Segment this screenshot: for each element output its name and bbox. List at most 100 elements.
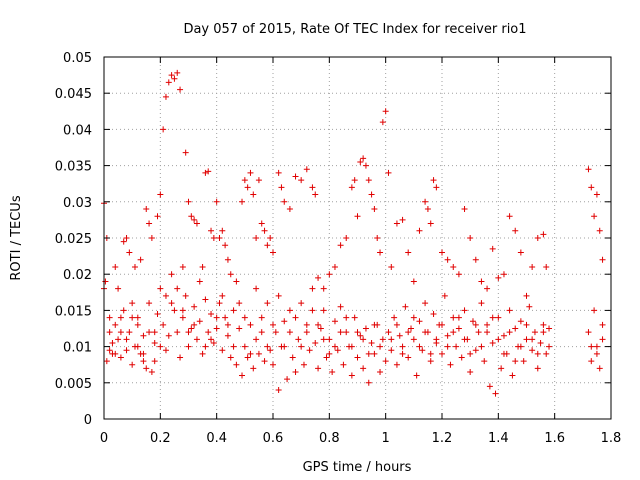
data-point xyxy=(151,329,158,336)
data-point xyxy=(199,350,206,357)
data-point xyxy=(377,249,384,256)
data-point xyxy=(495,336,502,343)
data-point xyxy=(236,325,243,332)
data-point xyxy=(253,235,260,241)
data-point xyxy=(377,368,384,375)
data-point xyxy=(422,329,429,336)
data-point xyxy=(334,347,341,354)
data-point xyxy=(320,285,327,292)
data-point xyxy=(385,329,392,336)
data-point xyxy=(272,329,279,336)
x-tick-label: 0.8 xyxy=(319,431,340,446)
data-point xyxy=(219,292,226,299)
data-point xyxy=(179,263,186,270)
data-point xyxy=(213,325,220,332)
data-point xyxy=(202,169,209,176)
data-point xyxy=(289,354,296,361)
data-point xyxy=(399,343,406,350)
data-point xyxy=(129,300,136,307)
data-point xyxy=(123,347,130,354)
data-point xyxy=(489,314,496,321)
data-point xyxy=(371,350,378,357)
data-point xyxy=(531,329,538,336)
data-point xyxy=(374,235,381,241)
data-point xyxy=(588,184,595,191)
y-tick-label: 0.015 xyxy=(55,304,92,319)
data-point xyxy=(472,347,479,354)
data-point xyxy=(157,191,164,198)
data-point xyxy=(393,220,400,227)
data-point xyxy=(354,213,361,220)
data-point xyxy=(331,318,338,325)
data-point xyxy=(455,271,462,278)
data-point xyxy=(286,206,293,213)
data-point xyxy=(343,329,350,336)
data-point xyxy=(343,314,350,321)
data-point xyxy=(224,256,231,263)
data-point xyxy=(478,300,485,307)
data-point xyxy=(112,263,119,270)
data-point xyxy=(360,155,367,162)
data-point xyxy=(540,321,547,328)
data-point xyxy=(540,329,547,336)
data-point xyxy=(255,177,262,184)
data-point xyxy=(112,350,119,357)
data-point xyxy=(509,372,516,379)
data-point xyxy=(315,321,322,328)
data-point xyxy=(427,350,434,357)
data-point xyxy=(236,300,243,307)
data-point xyxy=(439,350,445,357)
data-point xyxy=(286,329,293,336)
data-point xyxy=(489,339,496,346)
data-point xyxy=(199,263,206,270)
chart-title: Day 057 of 2015, Rate Of TEC Index for r… xyxy=(183,22,526,37)
data-point xyxy=(292,368,299,375)
data-point xyxy=(506,329,513,336)
data-point xyxy=(306,347,313,354)
data-point xyxy=(171,307,178,314)
data-point xyxy=(469,318,476,325)
data-point xyxy=(165,79,172,86)
data-point xyxy=(174,285,181,292)
data-point xyxy=(329,368,336,375)
data-point xyxy=(405,249,412,256)
data-point xyxy=(171,75,178,82)
data-point xyxy=(250,365,257,372)
y-tick-label: 0.05 xyxy=(63,51,92,66)
data-point xyxy=(472,321,479,328)
y-tick-label: 0.04 xyxy=(63,123,92,138)
data-point xyxy=(239,372,246,379)
data-point xyxy=(168,300,175,307)
data-point xyxy=(441,292,448,299)
data-point xyxy=(450,314,457,321)
data-point xyxy=(529,347,536,354)
data-point xyxy=(182,292,189,299)
data-point xyxy=(315,274,322,281)
data-point xyxy=(210,235,217,241)
data-point xyxy=(444,256,451,263)
data-point xyxy=(106,314,113,321)
data-point xyxy=(433,184,440,191)
data-point xyxy=(202,296,209,303)
data-point xyxy=(188,325,195,332)
data-point xyxy=(526,303,533,310)
data-point xyxy=(205,168,212,175)
data-point xyxy=(596,365,603,372)
data-point xyxy=(134,314,141,321)
data-point xyxy=(120,307,127,314)
data-point xyxy=(146,300,153,307)
data-point xyxy=(393,321,400,328)
data-point xyxy=(123,235,130,241)
data-point xyxy=(599,321,606,328)
data-point xyxy=(475,329,482,336)
data-point xyxy=(129,314,136,321)
data-point xyxy=(241,343,248,350)
data-point xyxy=(523,321,530,328)
data-point xyxy=(210,339,217,346)
data-point xyxy=(258,329,265,336)
data-point xyxy=(331,263,338,270)
data-point xyxy=(117,314,124,321)
data-point xyxy=(410,336,417,343)
data-point xyxy=(160,321,167,328)
data-point xyxy=(591,307,598,314)
